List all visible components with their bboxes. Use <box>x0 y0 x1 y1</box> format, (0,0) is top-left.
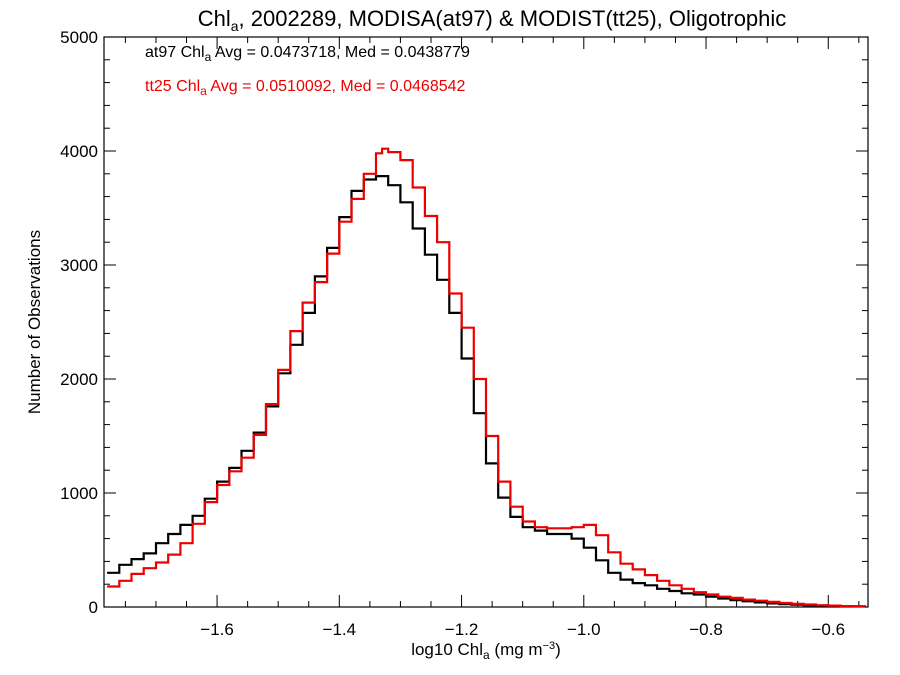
x-tick-label: −0.8 <box>689 620 723 639</box>
y-tick-label: 4000 <box>60 142 98 161</box>
y-tick-label: 5000 <box>60 28 98 47</box>
at97-stats-annotation: at97 Chla Avg = 0.0473718, Med = 0.04387… <box>145 44 470 64</box>
y-tick-label: 2000 <box>60 370 98 389</box>
at97-stats-subscript: a <box>205 50 212 64</box>
x-axis-title-close: ) <box>555 640 561 659</box>
x-axis-title-superscript: −3 <box>543 640 556 652</box>
y-tick-label: 3000 <box>60 256 98 275</box>
chart-title-main: Chl <box>198 6 231 31</box>
at97-stats-label: at97 Chl <box>145 44 205 61</box>
y-axis-title: Number of Observations <box>25 230 44 414</box>
tt25-stats-label: tt25 Chl <box>145 78 200 95</box>
chart-title-subscript: a <box>231 18 239 34</box>
x-axis-title-units: (mg m <box>490 640 543 659</box>
x-axis-ticks: −1.6 −1.4 −1.2 −1.0 −0.8 −0.6 <box>124 37 860 639</box>
tt25-histogram-line <box>107 147 866 608</box>
x-tick-label: −1.2 <box>445 620 479 639</box>
series-group <box>107 147 866 608</box>
at97-stats-values: Avg = 0.0473718, Med = 0.0438779 <box>211 44 470 61</box>
chart-title: Chla, 2002289, MODISA(at97) & MODIST(tt2… <box>198 6 787 34</box>
y-tick-label: 0 <box>89 598 98 617</box>
y-tick-label: 1000 <box>60 484 98 503</box>
x-tick-label: −1.6 <box>200 620 234 639</box>
tt25-stats-values: Avg = 0.0510092, Med = 0.0468542 <box>207 78 466 95</box>
x-tick-label: −1.0 <box>567 620 601 639</box>
x-axis-title-subscript: a <box>483 648 490 662</box>
x-tick-label: −1.4 <box>323 620 357 639</box>
tt25-stats-subscript: a <box>200 84 207 98</box>
y-axis-ticks: 0 1000 2000 3000 4000 5000 <box>60 28 868 617</box>
x-axis-title: log10 Chla (mg m−3) <box>411 640 561 662</box>
x-axis-title-main: log10 Chl <box>411 640 483 659</box>
chart-title-rest: , 2002289, MODISA(at97) & MODIST(tt25), … <box>239 6 787 31</box>
tt25-stats-annotation: tt25 Chla Avg = 0.0510092, Med = 0.04685… <box>145 78 466 98</box>
plot-frame <box>103 36 869 608</box>
x-tick-label: −0.6 <box>811 620 845 639</box>
